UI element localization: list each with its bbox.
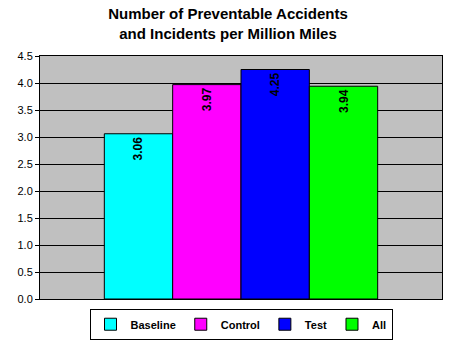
svg-text:3.0: 3.0 [18,131,33,143]
svg-text:Control: Control [221,319,260,331]
svg-text:Baseline: Baseline [131,319,176,331]
svg-text:Number of Preventable Accident: Number of Preventable Accidentsand Incid… [108,5,348,42]
svg-text:4.0: 4.0 [18,77,33,89]
svg-text:3.97: 3.97 [200,88,214,112]
svg-text:Test: Test [305,319,327,331]
svg-text:0.5: 0.5 [18,266,33,278]
svg-text:3.06: 3.06 [131,137,145,161]
svg-text:4.25: 4.25 [268,73,282,97]
svg-text:0.0: 0.0 [18,293,33,305]
svg-text:All: All [372,319,386,331]
svg-text:1.0: 1.0 [18,239,33,251]
svg-text:3.5: 3.5 [18,104,33,116]
svg-text:2.0: 2.0 [18,185,33,197]
svg-text:4.5: 4.5 [18,50,33,62]
svg-text:2.5: 2.5 [18,158,33,170]
svg-text:1.5: 1.5 [18,212,33,224]
svg-text:3.94: 3.94 [337,89,351,113]
